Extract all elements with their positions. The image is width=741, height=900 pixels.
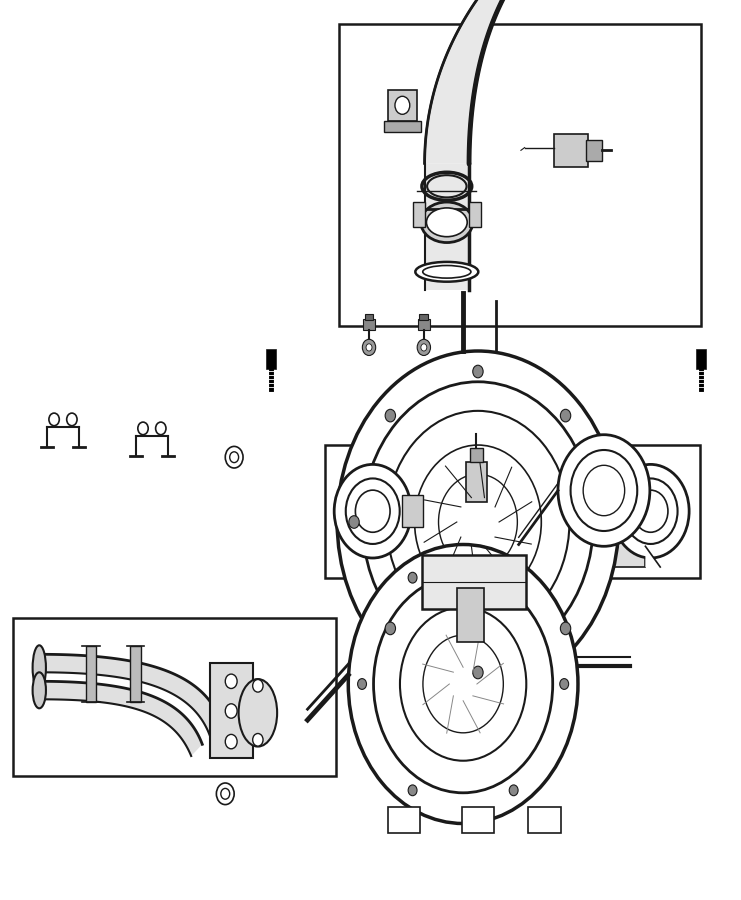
Circle shape (583, 465, 625, 516)
Bar (588, 518, 645, 567)
Polygon shape (645, 546, 660, 567)
Circle shape (356, 491, 390, 532)
Circle shape (560, 410, 571, 422)
Ellipse shape (239, 679, 277, 747)
Circle shape (395, 96, 410, 114)
Circle shape (337, 351, 619, 693)
Circle shape (216, 783, 234, 805)
Circle shape (634, 491, 668, 532)
Polygon shape (425, 0, 591, 164)
Circle shape (624, 479, 677, 544)
Circle shape (421, 344, 427, 351)
Circle shape (415, 445, 541, 599)
Circle shape (358, 679, 367, 689)
Circle shape (67, 413, 77, 426)
Circle shape (373, 575, 553, 793)
Ellipse shape (415, 262, 479, 282)
Bar (388, 807, 420, 833)
Circle shape (225, 734, 237, 749)
Circle shape (417, 339, 431, 356)
Circle shape (612, 464, 689, 558)
Polygon shape (39, 654, 221, 735)
Circle shape (560, 622, 571, 634)
Bar (457, 589, 484, 643)
Circle shape (230, 452, 239, 463)
Circle shape (558, 435, 650, 546)
Bar (422, 555, 526, 609)
Circle shape (225, 674, 237, 688)
Circle shape (221, 788, 230, 799)
Bar (586, 140, 602, 161)
Circle shape (597, 516, 607, 528)
Circle shape (385, 622, 396, 634)
Bar (466, 462, 487, 502)
Circle shape (439, 474, 517, 570)
Bar (470, 448, 483, 462)
Ellipse shape (33, 645, 46, 690)
Circle shape (509, 785, 518, 796)
Bar (210, 663, 253, 758)
Circle shape (473, 365, 483, 378)
Circle shape (408, 572, 417, 583)
Bar (419, 314, 428, 319)
Circle shape (348, 544, 578, 824)
Circle shape (423, 635, 503, 733)
Bar (402, 495, 423, 526)
Circle shape (400, 608, 526, 760)
Bar (528, 807, 561, 833)
Bar (13, 618, 336, 776)
Ellipse shape (33, 672, 46, 708)
Polygon shape (425, 164, 469, 290)
Bar (267, 349, 276, 369)
Circle shape (362, 339, 376, 356)
Polygon shape (373, 502, 651, 520)
Bar (388, 89, 417, 121)
Bar (365, 314, 373, 319)
Bar (130, 646, 141, 702)
Circle shape (362, 382, 594, 662)
Bar (413, 202, 425, 227)
Bar (325, 445, 700, 578)
Bar (554, 134, 588, 166)
Circle shape (366, 344, 372, 351)
Circle shape (559, 679, 568, 689)
Bar (462, 807, 494, 833)
Ellipse shape (421, 202, 473, 242)
Ellipse shape (426, 208, 467, 237)
Bar (384, 122, 421, 132)
Ellipse shape (422, 266, 471, 278)
Circle shape (253, 734, 263, 746)
Circle shape (156, 422, 166, 435)
Bar (418, 320, 430, 330)
Bar (469, 202, 481, 227)
Bar (339, 24, 701, 326)
Circle shape (225, 446, 243, 468)
Circle shape (253, 680, 263, 692)
Polygon shape (39, 681, 202, 756)
Circle shape (473, 666, 483, 679)
Bar (696, 349, 705, 369)
Circle shape (138, 422, 148, 435)
Circle shape (349, 516, 359, 528)
Circle shape (334, 464, 411, 558)
Circle shape (387, 410, 569, 634)
Circle shape (408, 785, 417, 796)
Bar (86, 646, 96, 702)
Bar (363, 320, 375, 330)
Circle shape (509, 572, 518, 583)
Circle shape (571, 450, 637, 531)
Circle shape (385, 410, 396, 422)
Circle shape (49, 413, 59, 426)
Circle shape (346, 479, 399, 544)
Circle shape (225, 704, 237, 718)
